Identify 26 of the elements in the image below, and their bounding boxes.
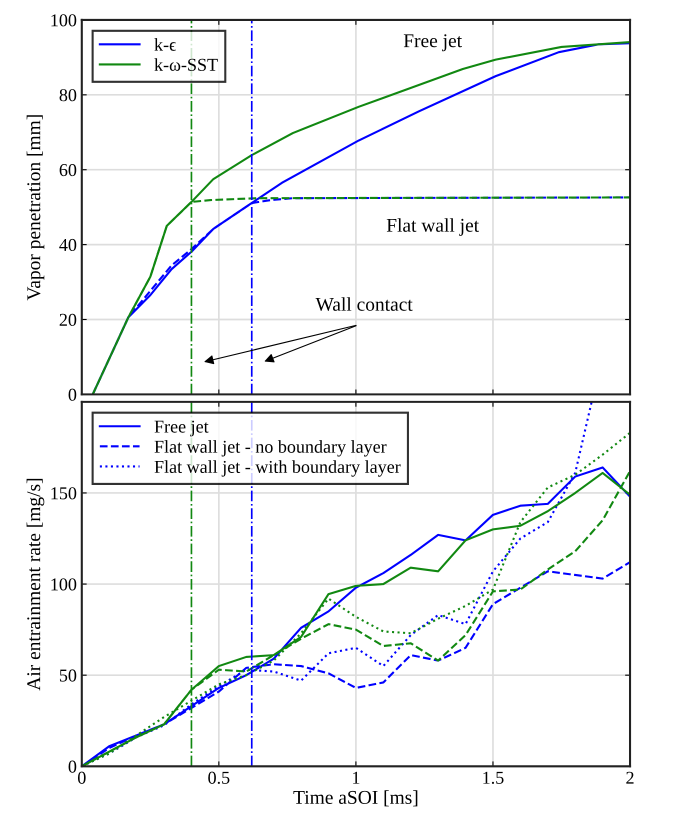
legend-label: Flat wall jet - with boundary layer xyxy=(154,460,401,477)
x-tick-label: 1 xyxy=(352,772,360,784)
x-tick-label: 1.5 xyxy=(483,772,504,784)
y-tick-label: 20 xyxy=(60,314,76,326)
legend-label: Flat wall jet - no boundary layer xyxy=(154,440,387,457)
y-tick-label: 0 xyxy=(68,760,76,773)
y-tick-label: 100 xyxy=(51,14,76,26)
legend-label: k-ω-SST xyxy=(154,58,218,71)
y-tick-label: 0 xyxy=(68,388,76,401)
legend-label: Free jet xyxy=(154,420,209,436)
annotation: Flat wall jet xyxy=(386,218,479,236)
y-tick-label: 80 xyxy=(60,89,76,102)
y-tick-label: 100 xyxy=(51,578,76,591)
annotation: Wall contact xyxy=(316,297,413,311)
x-tick-label: 0.5 xyxy=(208,772,230,784)
x-axis-title: Time aSOI [ms] xyxy=(293,790,418,806)
y-tick-label: 150 xyxy=(51,487,76,500)
x-tick-label: 2 xyxy=(626,772,634,784)
y-axis-title: Vapor penetration [mm] xyxy=(26,115,44,300)
y-tick-label: 60 xyxy=(60,164,76,176)
x-tick-label: 0 xyxy=(78,772,86,784)
y-tick-label: 40 xyxy=(59,238,76,252)
legend-label: k-ϵ xyxy=(154,38,176,51)
annotation: Free jet xyxy=(404,34,462,52)
y-axis-title: Air entrainment rate [mg/s] xyxy=(26,478,44,691)
y-tick-label: 50 xyxy=(60,669,76,682)
